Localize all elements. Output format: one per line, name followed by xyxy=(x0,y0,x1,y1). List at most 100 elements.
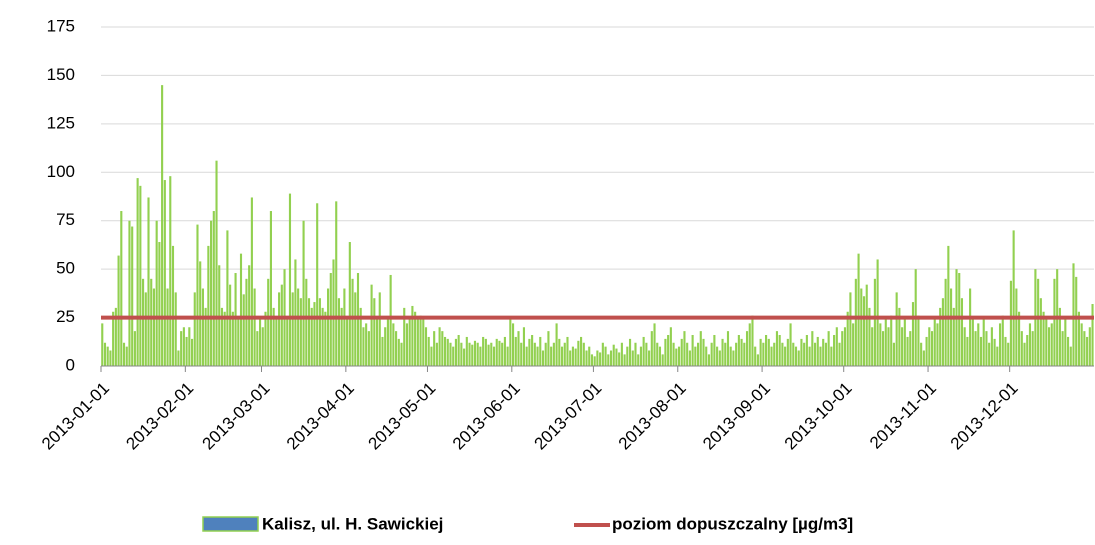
x-tick-label: 2013-03-01 xyxy=(199,379,274,454)
bar xyxy=(642,336,645,366)
bar xyxy=(607,354,610,366)
bar xyxy=(969,288,972,366)
bar xyxy=(745,331,749,366)
bar xyxy=(465,336,468,366)
bar xyxy=(433,331,436,366)
bar xyxy=(419,315,422,366)
bar xyxy=(193,292,196,366)
bar xyxy=(443,336,447,366)
bar xyxy=(623,354,626,366)
bar xyxy=(631,350,634,366)
bar xyxy=(792,342,795,366)
y-tick-label: 125 xyxy=(47,113,75,132)
bar xyxy=(272,307,275,366)
bar xyxy=(201,288,204,366)
bar xyxy=(239,253,243,366)
bar xyxy=(498,340,501,366)
legend-label: Kalisz, ul. H. Sawickiej xyxy=(262,514,443,533)
y-tick-label: 75 xyxy=(56,210,75,229)
bar xyxy=(378,292,381,366)
bar xyxy=(604,346,607,366)
bar xyxy=(294,259,297,366)
legend-label: poziom dopuszczalny [µg/m3] xyxy=(612,514,853,533)
bar xyxy=(669,327,672,366)
x-tick-label: 2013-09-01 xyxy=(699,379,774,454)
bar xyxy=(585,350,588,366)
bar xyxy=(414,311,417,366)
bar xyxy=(310,307,313,366)
bar xyxy=(726,331,730,366)
bar xyxy=(1042,311,1045,366)
y-tick-label: 50 xyxy=(56,259,75,278)
bar xyxy=(977,323,980,366)
bar xyxy=(354,292,357,366)
bar xyxy=(813,342,817,366)
bar xyxy=(373,298,376,366)
bar xyxy=(1047,327,1051,366)
bar xyxy=(732,350,735,366)
bar xyxy=(835,327,838,366)
bar xyxy=(966,336,969,366)
bar xyxy=(852,323,855,366)
bar xyxy=(887,327,890,366)
bar xyxy=(784,346,787,366)
bar xyxy=(351,278,354,366)
bar xyxy=(340,307,343,366)
bar xyxy=(139,185,142,366)
bar xyxy=(971,317,974,366)
bar xyxy=(1050,323,1053,366)
bar xyxy=(710,342,713,366)
bar xyxy=(539,336,542,366)
bar xyxy=(974,331,977,366)
bar xyxy=(370,284,373,366)
bar xyxy=(702,338,705,366)
bar xyxy=(463,348,466,366)
bar xyxy=(367,331,370,366)
bar xyxy=(258,317,262,366)
bar xyxy=(993,338,996,366)
bar xyxy=(998,323,1002,366)
bar xyxy=(346,317,349,366)
bar xyxy=(307,298,311,366)
bar xyxy=(261,327,264,366)
bar xyxy=(925,336,928,366)
bar xyxy=(1072,263,1075,366)
bar xyxy=(933,317,936,366)
bar xyxy=(773,342,776,366)
bar xyxy=(133,331,136,366)
bar xyxy=(988,342,991,366)
bar xyxy=(868,307,871,366)
bar xyxy=(577,340,580,366)
bar xyxy=(996,346,999,366)
bar xyxy=(207,245,210,366)
bar xyxy=(199,261,202,366)
bar xyxy=(533,342,536,366)
bar xyxy=(819,346,822,366)
bar xyxy=(770,346,773,366)
bar xyxy=(664,338,667,366)
bar xyxy=(1012,230,1015,366)
bar xyxy=(680,338,683,366)
bar xyxy=(892,342,895,366)
bar xyxy=(800,338,803,366)
bar xyxy=(1020,331,1023,366)
bar xyxy=(473,340,477,366)
bar xyxy=(1004,336,1007,366)
bar xyxy=(843,327,847,366)
bar xyxy=(767,338,770,366)
bar xyxy=(909,331,912,366)
bar xyxy=(890,315,893,366)
bar xyxy=(468,342,471,366)
bar xyxy=(152,288,156,366)
bar xyxy=(348,242,351,366)
bar xyxy=(748,323,751,366)
x-tick-label: 2013-05-01 xyxy=(365,379,440,454)
bar xyxy=(895,292,898,366)
bar xyxy=(718,350,721,366)
bar xyxy=(563,342,566,366)
bar xyxy=(452,346,455,366)
bar xyxy=(822,338,825,366)
bar xyxy=(1066,336,1070,366)
bar xyxy=(522,327,526,366)
